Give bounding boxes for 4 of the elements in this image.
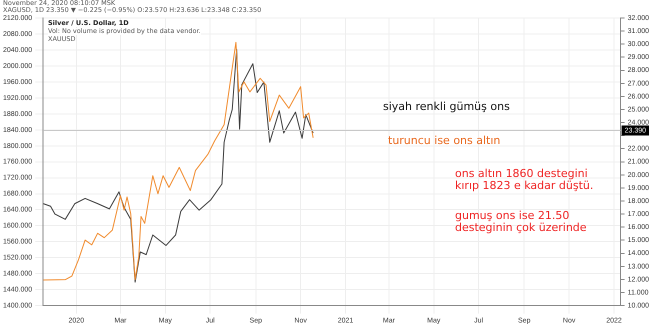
annotation: siyah renkli gümüş ons — [383, 100, 510, 113]
annotation: turuncu ise ons altın — [388, 134, 500, 147]
annotation: gumuş ons ise 21.50 desteginin çok üzerinde — [455, 209, 588, 234]
annotation: ons altın 1860 destegini kırıp 1823 e kadar düştü. — [455, 167, 594, 192]
